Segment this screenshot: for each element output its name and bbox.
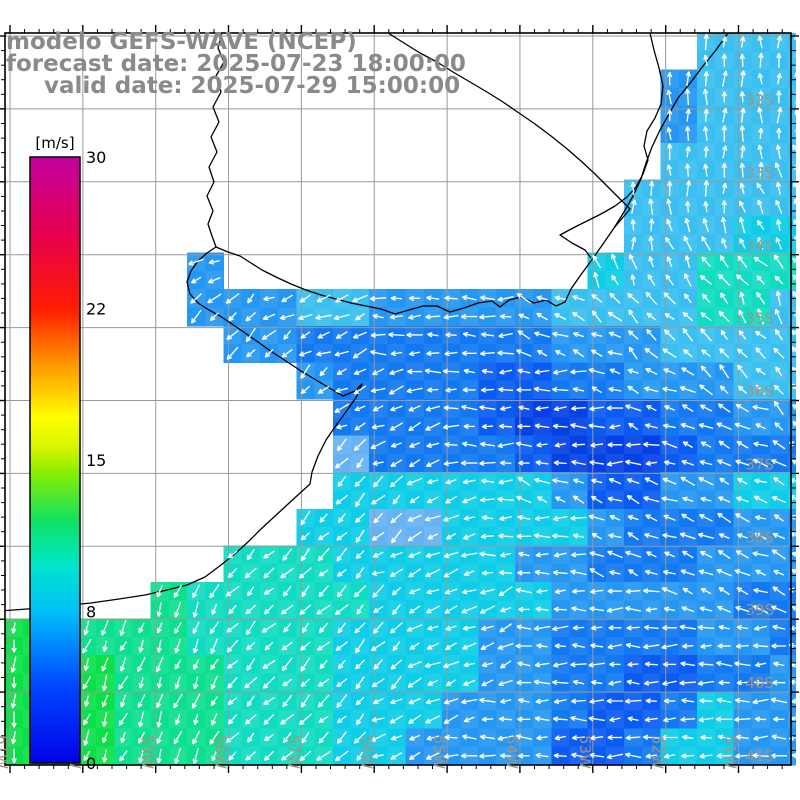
lon-label: 55W xyxy=(430,735,448,769)
lat-label: 35S xyxy=(745,310,774,328)
plot-frame xyxy=(0,25,799,773)
lon-label: 57W xyxy=(284,735,302,769)
lon-label: 53W xyxy=(576,735,594,769)
lat-label: 36S xyxy=(745,383,774,401)
lon-label: 52W xyxy=(649,735,667,769)
lat-label: 40S xyxy=(745,674,774,692)
lat-label: 34S xyxy=(745,237,774,255)
lat-label: 37S xyxy=(745,455,774,473)
lon-label: 56W xyxy=(357,735,375,769)
colorbar-unit-label: [m/s] xyxy=(35,134,74,152)
lat-label: 41S xyxy=(745,747,774,765)
colorbar-tick-label: 8 xyxy=(86,603,96,622)
colorbar-tick-label: 0 xyxy=(86,754,96,773)
lon-label: 51W xyxy=(722,735,740,769)
colorbar-tick-label: 30 xyxy=(86,148,106,167)
lat-label: 38S xyxy=(745,528,774,546)
colorbar-tick-label: 22 xyxy=(86,300,106,319)
colorbar: [m/s] 30 22 15 8 0 xyxy=(29,134,106,773)
lon-label: 54W xyxy=(503,735,521,769)
graticule-labels: 32S33S34S35S36S37S38S39S40S41S61W60W59W5… xyxy=(0,91,774,769)
lon-label: 61W xyxy=(0,735,11,769)
ocean-cells-layer xyxy=(5,33,796,766)
lat-label: 39S xyxy=(745,601,774,619)
lat-label: 32S xyxy=(745,91,774,109)
lon-label: 59W xyxy=(139,735,157,769)
colorbar-tick-label: 15 xyxy=(86,451,106,470)
lat-label: 33S xyxy=(745,164,774,182)
lon-label: 58W xyxy=(212,735,230,769)
graticule-layer xyxy=(5,33,791,766)
